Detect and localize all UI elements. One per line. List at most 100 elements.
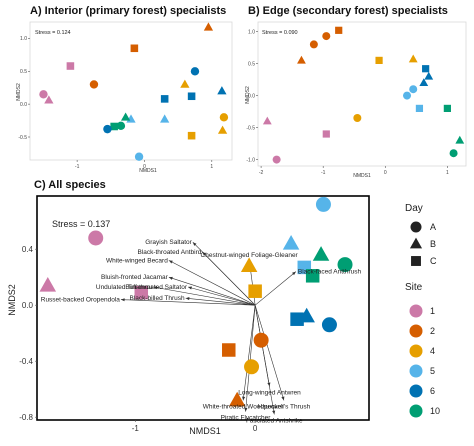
site-5-day-b-point bbox=[282, 234, 300, 250]
site-5-day-a-point bbox=[409, 85, 418, 94]
site-2-day-a-point bbox=[322, 32, 331, 41]
plot-frame bbox=[29, 21, 233, 161]
x-tick-label: 0 bbox=[384, 170, 387, 176]
legend-site-6-marker bbox=[409, 384, 423, 398]
y-axis-label: NMDS2 bbox=[7, 284, 17, 316]
site-1-day-c-point bbox=[134, 285, 149, 300]
site-1-day-a-point bbox=[88, 230, 104, 246]
vector-arrowhead bbox=[168, 276, 173, 280]
vector-arrowhead bbox=[202, 252, 207, 256]
site-2-day-c-point bbox=[222, 343, 236, 357]
x-tick-label: 1 bbox=[210, 164, 213, 170]
panel-b: -2 -1 0 1 1.0 0.5 0.0 -0.5 -1.0 NMDS1 NMDS2 Stress … bbox=[245, 21, 467, 179]
y-tick-label: -0.5 bbox=[18, 135, 27, 141]
site-4-day-b-point bbox=[180, 79, 190, 88]
species-vector bbox=[242, 305, 256, 401]
species-vector bbox=[120, 299, 256, 306]
y-tick-label: 0.0 bbox=[20, 102, 27, 108]
legend-site-label: 6 bbox=[430, 386, 435, 396]
site-6-day-a-point bbox=[103, 124, 112, 134]
site-2-day-a-point bbox=[253, 332, 269, 348]
site-1-day-b-point bbox=[262, 116, 272, 125]
species-vector-label: Long-winged Antwren bbox=[238, 389, 301, 396]
x-axis-label: NMDS1 bbox=[353, 173, 371, 179]
legend-day-label: A bbox=[430, 222, 436, 232]
species-vector bbox=[187, 286, 256, 306]
y-tick-label: -0.4 bbox=[19, 357, 33, 366]
site-1-day-a-point bbox=[39, 90, 48, 99]
x-axis-label: NMDS1 bbox=[189, 426, 221, 436]
site-10-day-c-point bbox=[110, 122, 118, 131]
site-6-day-c-point bbox=[187, 92, 196, 101]
site-10-day-b-point bbox=[455, 135, 465, 144]
vector-arrowhead bbox=[281, 396, 285, 401]
vector-arrowhead bbox=[192, 242, 197, 246]
species-vector-label: Piratic Flycatcher bbox=[221, 415, 272, 422]
legend-day-label: B bbox=[430, 239, 436, 249]
site-10-day-a-point bbox=[116, 121, 126, 131]
legend: Day ABC Site 1 2 4 5 6 10 bbox=[405, 203, 440, 418]
site-4-day-b-point bbox=[240, 257, 258, 272]
species-vector bbox=[168, 276, 256, 306]
vector-arrowhead bbox=[242, 396, 246, 401]
site-2-day-c-point bbox=[335, 26, 343, 34]
species-vector-label: Grayish Saltator bbox=[145, 239, 192, 246]
species-vector bbox=[168, 260, 256, 306]
species-vector-label: Russet-backed Oropendola bbox=[41, 297, 121, 304]
site-6-day-b-point bbox=[217, 86, 227, 95]
panel-c-title: C) All species bbox=[34, 179, 106, 191]
site-4-day-b-point bbox=[408, 54, 418, 63]
species-vector bbox=[245, 305, 256, 412]
site-5-day-a-point bbox=[134, 152, 144, 161]
site-1-day-a-point bbox=[272, 155, 281, 164]
site-10-day-b-point bbox=[312, 246, 330, 261]
y-tick-label: 0.4 bbox=[22, 245, 34, 254]
vector-arrowhead bbox=[120, 298, 125, 302]
y-tick-label: 1.0 bbox=[20, 36, 27, 42]
site-5-day-a-point bbox=[403, 91, 412, 100]
site-6-day-c-point bbox=[422, 65, 430, 73]
y-tick-label: 1.0 bbox=[248, 29, 255, 35]
species-vector bbox=[185, 297, 256, 306]
legend-site-10-marker bbox=[409, 404, 423, 418]
site-5-day-c-point bbox=[415, 104, 424, 112]
species-vector-label: Undulated Tinamou bbox=[96, 284, 153, 291]
y-tick-label: -1.0 bbox=[246, 157, 255, 163]
legend-day-b-marker bbox=[409, 237, 423, 249]
y-axis-label: NMDS2 bbox=[245, 86, 251, 104]
site-1-day-b-point bbox=[39, 276, 57, 292]
site-10-day-a-point bbox=[449, 149, 458, 158]
site-2-day-b-point bbox=[228, 391, 246, 407]
species-vector-label: White-throated Woodpecker bbox=[203, 403, 285, 410]
site-6-day-a-point bbox=[190, 67, 200, 76]
y-tick-label: -0.5 bbox=[246, 125, 255, 131]
site-6-day-b-point bbox=[424, 71, 434, 80]
panel-b-title: B) Edge (secondary forest) specialists bbox=[248, 5, 448, 17]
panel-a-title: A) Interior (primary forest) specialists bbox=[30, 5, 226, 17]
stress-label: Stress = 0.137 bbox=[52, 219, 110, 229]
species-vector bbox=[254, 271, 297, 306]
species-vector-label: Hauxwell's Thrush bbox=[258, 403, 311, 410]
site-4-day-c-point bbox=[187, 131, 196, 140]
x-tick-label: -1 bbox=[75, 164, 80, 170]
site-10-day-b-point bbox=[120, 112, 131, 121]
stress-label: Stress = 0.090 bbox=[262, 30, 298, 36]
species-vector bbox=[153, 286, 256, 306]
legend-site-label: 1 bbox=[430, 306, 435, 316]
legend-site-title: Site bbox=[405, 282, 423, 293]
species-vector-label: Black-throated Antbird bbox=[137, 249, 201, 256]
x-tick-label: 1 bbox=[446, 170, 449, 176]
site-1-day-c-point bbox=[322, 130, 330, 138]
vector-arrowhead bbox=[185, 297, 190, 301]
x-axis-label: NMDS1 bbox=[139, 168, 157, 174]
site-6-day-c-point bbox=[290, 312, 304, 326]
plot-frame bbox=[36, 195, 370, 421]
legend-site-2-marker bbox=[409, 324, 423, 338]
species-vector-label: Buff-throated Saltator bbox=[125, 284, 188, 291]
species-vector bbox=[254, 305, 275, 415]
species-vector bbox=[254, 305, 285, 401]
y-tick-label: 0.5 bbox=[248, 61, 255, 67]
site-4-day-c-point bbox=[375, 56, 383, 64]
site-5-day-b-point bbox=[160, 114, 170, 123]
